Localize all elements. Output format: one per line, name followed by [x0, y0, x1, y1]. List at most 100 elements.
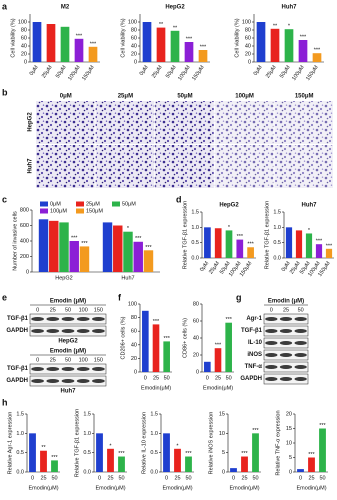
significance: *** [237, 234, 244, 240]
y-axis-label: Relative Agr-1 expression [7, 412, 13, 475]
bar [198, 50, 208, 62]
y-tick-label: 20 [131, 356, 137, 362]
x-tick-label: 0 [98, 475, 101, 481]
blot-band [265, 377, 278, 381]
blot-header: Emodin (μM) [268, 299, 304, 305]
y-tick-label: 1.0 [16, 431, 24, 437]
blot-band [31, 317, 44, 321]
lane-label: 25 [283, 307, 289, 313]
blot-band [76, 379, 90, 383]
y-tick-label: 1.0 [150, 431, 158, 437]
y-tick-label: 60 [245, 35, 251, 41]
y-axis-label: Relative IL-10 expression [141, 412, 147, 474]
significance: *** [247, 242, 254, 248]
x-tick-label: HepG2 [55, 275, 72, 281]
significance: *** [314, 48, 321, 54]
x-tick-label: 100μM [67, 64, 82, 82]
chart-title: HepG2 [165, 5, 185, 11]
x-tick-label: 100μM [177, 64, 192, 82]
micrograph [155, 145, 214, 188]
x-axis-label: Emodin(μM) [28, 485, 58, 491]
y-axis-label: Relative TGF-β1 expression [74, 409, 80, 477]
y-tick-label: 400 [20, 238, 29, 244]
significance: *** [90, 41, 97, 47]
column-label: 25μM [118, 94, 133, 100]
bar [51, 460, 58, 472]
micrograph [36, 145, 95, 188]
lane-label: 50 [298, 307, 304, 313]
y-axis-label: Relative TGF-β1 expression [182, 201, 188, 269]
x-tick-label: 0μM [281, 260, 292, 273]
blot-band [76, 367, 90, 371]
significance: *** [200, 44, 207, 50]
x-tick-label: 50 [164, 375, 170, 381]
x-axis-label: Emodin(μM) [162, 485, 192, 491]
y-tick-label: 0.0 [83, 469, 91, 475]
significance: * [127, 226, 130, 232]
bar [204, 227, 211, 258]
bar [107, 448, 114, 472]
chart-title: Huh7 [282, 5, 298, 11]
column-label: 0μM [60, 94, 72, 100]
y-tick-label: 1.0 [83, 431, 91, 437]
panel-label: d [176, 194, 182, 204]
blot-band [92, 379, 105, 383]
significance: *** [145, 245, 152, 251]
significance: *** [153, 319, 160, 325]
y-tick-label: 100 [128, 301, 137, 307]
y-tick-label: 0.0 [150, 469, 158, 475]
y-tick-label: 0 [222, 469, 225, 475]
y-axis-label: CD206+ cells (%) [120, 316, 126, 359]
panel-label: a [2, 1, 8, 11]
significance: *** [163, 336, 170, 342]
lane-label: 50 [65, 357, 71, 363]
blot-header: Emodin (μM) [50, 299, 86, 305]
bar [284, 29, 294, 62]
bar [204, 361, 211, 372]
chart-title: HepG2 [219, 203, 239, 209]
significance: ** [41, 445, 46, 451]
y-tick-label: 5 [222, 450, 225, 456]
x-tick-label: 50 [226, 375, 232, 381]
y-tick-label: 0.5 [16, 450, 24, 456]
y-tick-label: 0.5 [150, 450, 158, 456]
y-tick-label: 80 [131, 315, 137, 321]
y-tick-label: 40 [131, 342, 137, 348]
panel-label: h [2, 397, 8, 407]
significance: *** [135, 236, 142, 242]
significance: *** [118, 451, 125, 457]
bar [297, 469, 304, 472]
panel-label: e [2, 292, 7, 302]
bar [88, 46, 98, 62]
significance: * [109, 443, 112, 449]
bar [156, 27, 166, 63]
blot-band [46, 329, 60, 333]
x-tick-label: 50 [252, 475, 258, 481]
significance: *** [185, 451, 192, 457]
y-tick-label: 60 [131, 35, 137, 41]
bar [142, 22, 152, 62]
x-tick-label: 0μM [29, 64, 40, 77]
x-tick-label: 25 [153, 375, 159, 381]
y-tick-label: 60 [131, 329, 137, 335]
y-tick-label: 1.5 [273, 209, 281, 215]
micrograph [95, 145, 155, 188]
bar [38, 219, 49, 272]
x-tick-label: 0 [165, 475, 168, 481]
x-tick-label: 150μM [81, 64, 96, 82]
x-tick-label: 0 [144, 375, 147, 381]
bar [252, 433, 259, 472]
y-tick-label: 80 [193, 301, 199, 307]
bar [102, 222, 113, 272]
y-tick-label: 0 [26, 269, 29, 275]
significance: *** [81, 241, 88, 247]
x-tick-label: 50 [319, 475, 325, 481]
y-tick-label: 15 [286, 426, 292, 432]
y-tick-label: 20 [193, 352, 199, 358]
y-axis-label: CD86+ cells (%) [182, 318, 188, 358]
y-tick-label: 10 [219, 431, 225, 437]
y-axis-label: Cell viability (%) [120, 18, 126, 57]
bar [46, 24, 56, 62]
legend-label: 150μM [86, 208, 103, 214]
y-tick-label: 80 [131, 27, 137, 33]
